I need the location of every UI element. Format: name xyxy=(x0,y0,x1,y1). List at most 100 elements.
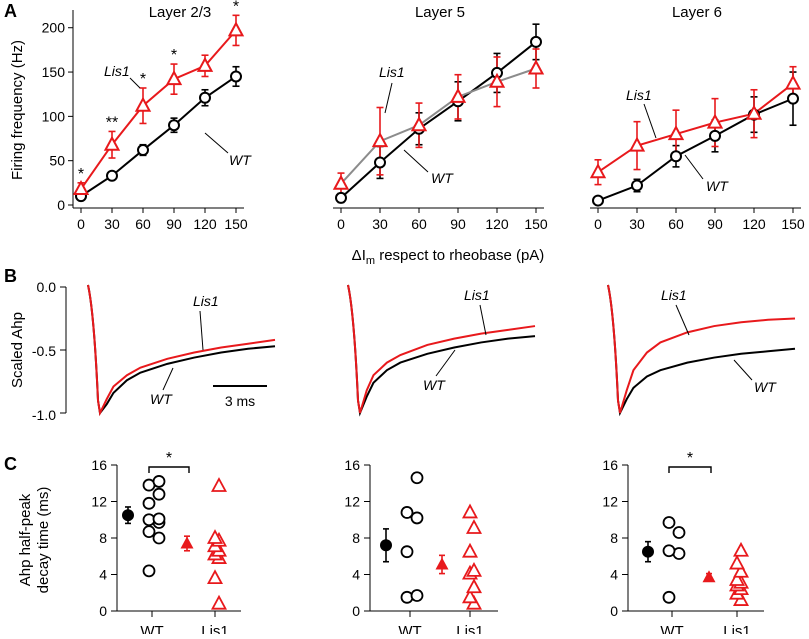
point-wt-c-l23-1 xyxy=(152,531,166,545)
point-lis1-l5-5 xyxy=(527,59,545,75)
annot-lis1-b-l23-leader xyxy=(199,310,204,351)
point-lis1-c-l23-7 xyxy=(206,529,224,544)
panel-letter-a: A xyxy=(4,1,17,21)
chart-title-l6: Layer 6 xyxy=(672,4,722,21)
x-tick-label-c-l5-0: WT xyxy=(398,623,421,634)
point-wt-c-l23-6 xyxy=(142,496,156,510)
annot-wt-l6-leader xyxy=(684,154,704,180)
y-tick-label-c-l5-2: 8 xyxy=(352,530,360,546)
x-tick-label-l5-0: 0 xyxy=(337,216,345,232)
annot-wt-b-l5-leader xyxy=(435,349,456,377)
row-a-xlabel: ΔIm respect to rheobase (pA) xyxy=(352,247,545,267)
point-wt-c-l23-2 xyxy=(142,525,156,539)
annot-wt-b-l5: WT xyxy=(423,377,446,393)
row-a-xlabel-sub: m xyxy=(366,255,375,267)
line-chart-l5: Layer 5 0 30 60 90 120 150 xyxy=(332,4,548,232)
point-lis1-l5-3 xyxy=(449,87,467,103)
annot-wt-b-l6: WT xyxy=(754,379,777,395)
point-wt-l5-1 xyxy=(374,156,386,169)
annot-wt-l5: WT xyxy=(431,170,454,186)
point-lis1-l23-1 xyxy=(103,135,121,151)
panel-letter-c: C xyxy=(4,454,17,474)
row-b-ytick-0: 0.0 xyxy=(37,279,57,295)
x-tick-label-l23-0: 0 xyxy=(77,216,85,232)
significance-star-c-l23: * xyxy=(166,450,172,467)
annot-wt-b-l6-leader xyxy=(733,359,753,381)
annot-lis1-b-l5: Lis1 xyxy=(464,287,490,303)
x-tick-label-c-l6-1: Lis1 xyxy=(723,623,751,634)
series-line-wt-l23 xyxy=(80,75,237,197)
mean-wt-l23 xyxy=(122,509,134,522)
y-tick-label-c-l23-2: 8 xyxy=(99,530,107,546)
point-lis1-l6-5 xyxy=(784,74,802,90)
chart-title-l5: Layer 5 xyxy=(415,4,465,21)
point-wt-l6-5 xyxy=(787,92,799,105)
point-lis1-l23-5 xyxy=(227,21,245,37)
x-tick-label-l5-2: 60 xyxy=(411,216,427,232)
point-lis1-c-l5-1 xyxy=(461,588,479,604)
x-tick-label-l23-3: 90 xyxy=(166,216,182,232)
x-tick-label-l6-2: 60 xyxy=(668,216,684,232)
point-wt-l6-0 xyxy=(592,194,604,207)
trace-lis1-l6 xyxy=(607,284,796,414)
point-wt-c-l6-2 xyxy=(662,544,676,558)
significance-star-l23-1: ** xyxy=(106,114,118,131)
ahp-traces-l5 xyxy=(347,284,536,417)
point-lis1-l6-0 xyxy=(589,163,607,179)
x-tick-label-l5-4: 120 xyxy=(485,216,509,232)
scatter-chart-l5: 0 4 8 12 16 WT Lis1 xyxy=(344,457,498,639)
scatter-chart-l23: 0 4 8 12 16 WT Lis1 * xyxy=(91,450,241,639)
point-wt-c-l5-4 xyxy=(400,506,414,519)
y-tick-label-c-l23-0: 0 xyxy=(99,603,107,619)
y-tick-label-c-l6-3: 12 xyxy=(602,494,618,510)
series-line-wt-l5 xyxy=(340,41,537,199)
row-a-ylabel: Firing frequency (Hz) xyxy=(9,40,26,180)
significance-star-l23-2: * xyxy=(140,71,146,88)
x-tick-label-l23-1: 30 xyxy=(104,216,120,232)
y-tick-label-c-l6-2: 8 xyxy=(610,530,618,546)
y-tick-label-c-l6-1: 4 xyxy=(610,567,618,583)
point-wt-l6-1 xyxy=(631,179,643,192)
point-wt-l23-4 xyxy=(199,91,211,104)
point-lis1-l5-2 xyxy=(410,116,428,132)
point-wt-l5-5 xyxy=(530,35,542,48)
annot-wt-l23-leader xyxy=(204,132,229,154)
point-wt-l6-2 xyxy=(670,150,682,163)
x-tick-label-l5-1: 30 xyxy=(372,216,388,232)
point-lis1-c-l6-7 xyxy=(728,554,746,570)
y-tick-label-l23-0: 0 xyxy=(57,197,65,213)
point-wt-c-l23-0 xyxy=(142,564,156,578)
x-tick-label-l23-2: 60 xyxy=(135,216,151,232)
x-tick-label-l6-3: 90 xyxy=(707,216,723,232)
annot-lis1-l5: Lis1 xyxy=(379,64,405,80)
scatter-chart-l6: 0 4 8 12 16 WT Lis1 * xyxy=(602,450,764,639)
point-lis1-c-l5-7 xyxy=(461,503,479,519)
mean-lis1-l6 xyxy=(702,570,716,583)
point-wt-l5-0 xyxy=(335,191,347,204)
point-wt-c-l6-4 xyxy=(662,516,676,529)
point-wt-c-l5-2 xyxy=(400,545,414,559)
series-line-lis1-l5 xyxy=(340,67,537,185)
y-tick-label-c-l6-4: 16 xyxy=(602,457,618,473)
point-lis1-l23-4 xyxy=(196,56,214,72)
x-tick-label-c-l6-0: WT xyxy=(660,623,683,634)
x-tick-label-c-l23-0: WT xyxy=(140,623,163,634)
point-wt-l23-1 xyxy=(106,169,118,182)
x-tick-label-l6-5: 150 xyxy=(781,216,805,232)
point-wt-c-l23-9 xyxy=(152,475,166,488)
row-a-xlabel-delta: Δ xyxy=(352,247,362,264)
annot-lis1-l23: Lis1 xyxy=(104,63,130,79)
point-wt-l23-3 xyxy=(168,119,180,132)
trace-lis1-l5 xyxy=(347,284,536,414)
point-lis1-c-l5-2 xyxy=(465,578,483,594)
significance-star-l23-3: * xyxy=(171,47,177,64)
mean-lis1-l23 xyxy=(180,536,194,549)
point-lis1-l6-2 xyxy=(667,124,685,141)
point-lis1-l6-3 xyxy=(706,113,724,129)
x-tick-label-l5-5: 150 xyxy=(524,216,548,232)
ahp-traces-l23 xyxy=(87,284,276,417)
y-tick-label-l23-3: 150 xyxy=(42,64,66,80)
point-lis1-c-l6-6 xyxy=(732,562,750,578)
point-wt-c-l5-3 xyxy=(410,511,424,525)
